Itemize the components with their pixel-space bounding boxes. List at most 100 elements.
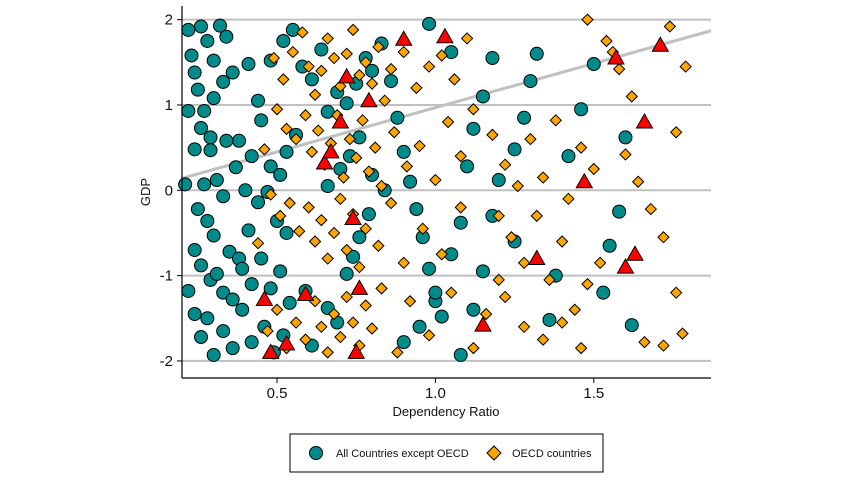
oecd-point bbox=[292, 225, 306, 238]
oecd-point bbox=[568, 303, 581, 316]
non-oecd-point bbox=[232, 133, 247, 148]
non-oecd-point bbox=[216, 285, 231, 300]
highlight-point bbox=[436, 27, 454, 44]
non-oecd-point bbox=[200, 311, 215, 326]
highlight-point bbox=[626, 245, 644, 261]
axes bbox=[181, 6, 711, 379]
oecd-point bbox=[555, 235, 569, 248]
oecd-point bbox=[549, 114, 562, 127]
non-oecd-point bbox=[396, 335, 411, 350]
non-oecd-point bbox=[485, 51, 500, 66]
non-oecd-point bbox=[203, 143, 218, 158]
non-oecd-point bbox=[517, 110, 532, 125]
oecd-point bbox=[644, 202, 658, 216]
non-oecd-point bbox=[314, 42, 329, 57]
oecd-point bbox=[296, 26, 309, 39]
non-oecd-point bbox=[428, 285, 443, 300]
non-oecd-point bbox=[228, 160, 243, 175]
oecd-point bbox=[403, 295, 417, 308]
oecd-point bbox=[479, 307, 493, 321]
oecd-point bbox=[261, 324, 274, 338]
oecd-point bbox=[416, 222, 429, 235]
highlight-point bbox=[474, 316, 492, 332]
legend-box bbox=[289, 433, 604, 473]
non-oecd-point bbox=[273, 264, 288, 279]
oecd-point bbox=[378, 94, 391, 107]
non-oecd-point bbox=[346, 249, 361, 264]
oecd-point bbox=[359, 56, 372, 69]
oecd-point bbox=[410, 81, 423, 95]
non-oecd-point bbox=[206, 347, 221, 362]
oecd-point bbox=[289, 132, 303, 146]
highlight-point bbox=[261, 343, 280, 359]
non-oecd-point bbox=[339, 96, 354, 111]
series-oecd bbox=[251, 13, 692, 359]
oecd-point bbox=[375, 282, 388, 295]
oecd-point bbox=[422, 60, 436, 73]
non-oecd-point bbox=[251, 195, 266, 210]
non-oecd-point bbox=[339, 266, 354, 281]
oecd-point bbox=[517, 320, 531, 334]
trend-line bbox=[181, 29, 712, 180]
oecd-point bbox=[619, 148, 632, 161]
oecd-point bbox=[334, 192, 347, 206]
highlight-point bbox=[350, 279, 369, 295]
oecd-point bbox=[340, 290, 353, 304]
legend: All Countries except OECD OECD countries bbox=[289, 433, 604, 473]
non-oecd-point bbox=[361, 207, 376, 222]
non-oecd-point bbox=[596, 285, 611, 300]
oecd-point bbox=[384, 196, 398, 210]
non-oecd-point bbox=[523, 74, 538, 89]
non-oecd-point bbox=[244, 277, 259, 292]
oecd-point bbox=[593, 256, 607, 270]
oecd-point bbox=[346, 316, 360, 329]
non-oecd-point bbox=[235, 302, 250, 317]
oecd-point bbox=[315, 320, 328, 334]
oecd-point bbox=[270, 103, 284, 116]
non-oecd-point bbox=[466, 302, 481, 317]
oecd-point bbox=[299, 333, 312, 346]
non-oecd-point bbox=[187, 307, 202, 322]
oecd-point bbox=[273, 209, 287, 223]
oecd-point bbox=[492, 273, 505, 287]
non-oecd-point bbox=[251, 93, 266, 108]
non-oecd-point bbox=[235, 261, 250, 276]
non-oecd-point bbox=[254, 113, 269, 128]
oecd-point bbox=[498, 158, 512, 171]
non-oecd-point bbox=[181, 22, 196, 37]
oecd-point bbox=[375, 179, 388, 193]
highlight-point bbox=[616, 258, 635, 274]
oecd-point bbox=[315, 64, 328, 78]
highlight-point bbox=[296, 285, 315, 301]
oecd-point bbox=[429, 173, 442, 187]
y-tick-label: -2 bbox=[160, 353, 173, 370]
trend-line-group bbox=[181, 29, 712, 180]
oecd-point bbox=[312, 124, 325, 137]
oecd-point bbox=[251, 236, 265, 250]
oecd-point bbox=[669, 286, 683, 299]
non-oecd-point bbox=[282, 295, 297, 310]
oecd-point bbox=[400, 160, 414, 173]
oecd-point bbox=[657, 339, 670, 352]
oecd-point bbox=[492, 209, 505, 223]
non-oecd-point bbox=[238, 183, 253, 198]
oecd-point bbox=[536, 333, 550, 346]
x-axis-title: Dependency Ratio bbox=[393, 404, 500, 419]
oecd-point bbox=[536, 171, 550, 184]
oecd-point bbox=[359, 222, 372, 235]
non-oecd-point bbox=[352, 230, 367, 245]
oecd-point bbox=[337, 171, 350, 184]
non-oecd-point bbox=[475, 264, 490, 279]
oecd-point bbox=[441, 115, 455, 129]
x-tick-label: 1.5 bbox=[583, 385, 604, 402]
non-oecd-point bbox=[279, 225, 294, 240]
non-oecd-point bbox=[453, 215, 468, 230]
non-oecd-point bbox=[475, 89, 490, 104]
non-oecd-point bbox=[529, 46, 544, 61]
non-oecd-point bbox=[219, 133, 234, 148]
non-oecd-point bbox=[390, 110, 405, 125]
oecd-point bbox=[299, 109, 312, 122]
non-oecd-point bbox=[507, 142, 522, 157]
oecd-point bbox=[555, 316, 569, 329]
